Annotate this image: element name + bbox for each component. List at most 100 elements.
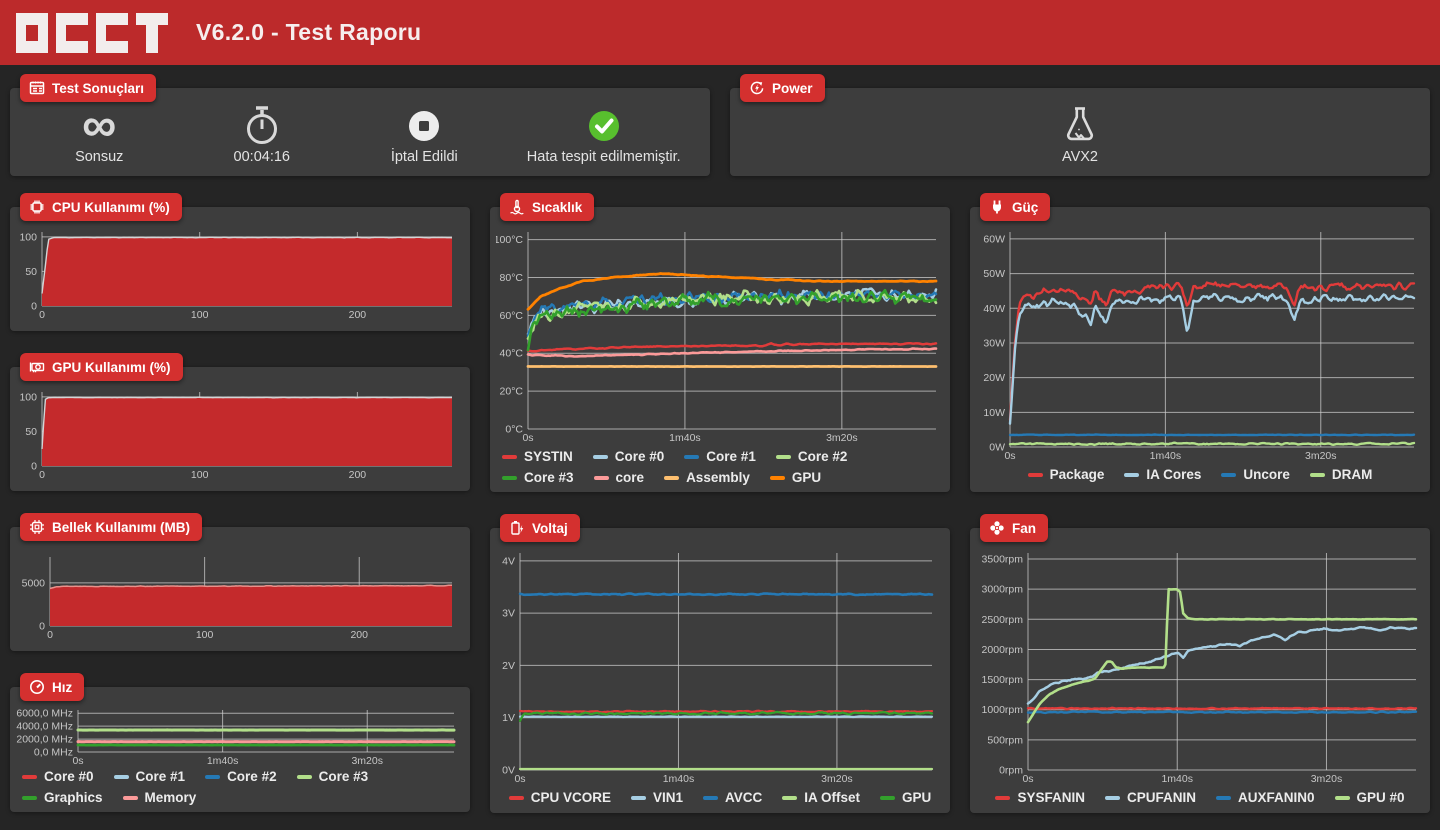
legend-item: Core #3 bbox=[502, 468, 574, 488]
cpu-icon bbox=[30, 200, 44, 214]
legend-label: CPU VCORE bbox=[530, 790, 611, 805]
cpu-usage-badge: CPU Kullanımı (%) bbox=[20, 193, 182, 221]
memory-usage-panel: Bellek Kullanımı (MB) 0 5000 0 100 200 bbox=[10, 513, 470, 651]
legend-swatch bbox=[1124, 473, 1140, 477]
result-label: Sonsuz bbox=[75, 149, 124, 165]
svg-text:0s: 0s bbox=[1004, 450, 1015, 462]
memory-icon-badge: Bellek Kullanımı (MB) bbox=[20, 513, 203, 541]
svg-text:0s: 0s bbox=[522, 432, 533, 444]
temperature-legend: SYSTIN Core #0 Core #1 Core #2 Core #3 core As… bbox=[496, 445, 944, 488]
result-label: Hata tespit edilmemiştir. bbox=[526, 149, 681, 165]
badge-label: Power bbox=[772, 80, 813, 96]
svg-text:0: 0 bbox=[31, 461, 37, 473]
voltage-panel: Voltaj 0V 1V 2V 3V 4V 0s 1m40s 3m20s CPU VCORE V… bbox=[490, 514, 950, 813]
svg-text:3m20s: 3m20s bbox=[351, 755, 383, 765]
svg-text:0: 0 bbox=[39, 309, 45, 321]
badge-label: Test Sonuçları bbox=[52, 80, 145, 96]
legend-label: IA Cores bbox=[1146, 467, 1202, 482]
svg-text:0s: 0s bbox=[514, 773, 525, 785]
legend-label: GPU bbox=[791, 470, 822, 485]
svg-text:3500rpm: 3500rpm bbox=[982, 554, 1024, 566]
legend-label: SYSFANIN bbox=[1017, 790, 1085, 805]
result-errors: Hata tespit edilmemiştir. bbox=[527, 105, 681, 165]
power-chart[interactable]: 0W 10W 20W 30W 40W 50W 60W 0s 1m40s 3m20s bbox=[976, 227, 1424, 463]
legend-item: Package bbox=[1027, 465, 1105, 485]
svg-text:200: 200 bbox=[349, 469, 367, 481]
legend-label: DRAM bbox=[1331, 467, 1373, 482]
legend-swatch bbox=[702, 796, 718, 800]
svg-text:0°C: 0°C bbox=[505, 424, 523, 436]
legend-label: Core #3 bbox=[524, 470, 574, 485]
legend-swatch bbox=[1027, 473, 1043, 477]
result-label: AVX2 bbox=[1061, 149, 1098, 165]
svg-text:30W: 30W bbox=[983, 337, 1005, 349]
fan-chart[interactable]: 0rpm 500rpm 1000rpm 1500rpm 2000rpm 2500rpm 30… bbox=[976, 548, 1424, 786]
result-label: İptal Edildi bbox=[390, 149, 458, 165]
svg-text:40W: 40W bbox=[983, 303, 1005, 315]
legend-swatch bbox=[508, 796, 524, 800]
temperature-chart[interactable]: 0°C 20°C 40°C 60°C 80°C 100°C 0s 1m40s 3m20s bbox=[496, 227, 944, 445]
result-elapsed-time: 00:04:16 bbox=[202, 105, 322, 165]
badge-label: Güç bbox=[1012, 199, 1039, 215]
svg-text:5000: 5000 bbox=[22, 577, 46, 589]
legend-label: CPUFANIN bbox=[1126, 790, 1196, 805]
legend-label: Core #0 bbox=[44, 769, 94, 784]
legend-label: Package bbox=[1049, 467, 1105, 482]
cpu-usage-chart[interactable]: 0 50 100 0 100 200 bbox=[16, 227, 464, 323]
svg-text:3V: 3V bbox=[502, 608, 515, 620]
voltage-badge: Voltaj bbox=[500, 514, 580, 542]
power-cycle-icon bbox=[750, 81, 764, 95]
power-panel: Power AVX2 bbox=[730, 74, 1430, 176]
speed-legend: Core #0 Core #1 Core #2 Core #3 Graphics Memo… bbox=[16, 765, 464, 808]
power-badge: Power bbox=[740, 74, 825, 102]
infinity-icon: ∞ bbox=[82, 99, 117, 152]
battery-bolt-icon bbox=[511, 521, 524, 535]
svg-text:1000rpm: 1000rpm bbox=[982, 704, 1024, 716]
flask-icon bbox=[1066, 107, 1094, 141]
svg-text:0s: 0s bbox=[72, 755, 83, 765]
svg-text:0rpm: 0rpm bbox=[999, 765, 1023, 777]
legend-swatch bbox=[880, 796, 896, 800]
memory-usage-chart[interactable]: 0 5000 0 100 200 bbox=[16, 547, 464, 643]
fan-panel: Fan 0rpm 500rpm 1000rpm 1500rpm 2000rpm 2500r… bbox=[970, 514, 1430, 813]
gpu-usage-chart[interactable]: 0 50 100 0 100 200 bbox=[16, 387, 464, 483]
legend-item: Uncore bbox=[1221, 465, 1290, 485]
legend-swatch bbox=[502, 476, 517, 480]
result-status: İptal Edildi bbox=[364, 105, 484, 165]
svg-text:3000rpm: 3000rpm bbox=[982, 584, 1024, 596]
occt-logo-icon bbox=[16, 12, 168, 53]
cpu-usage-panel: CPU Kullanımı (%) 0 50 100 0 100 200 bbox=[10, 193, 470, 331]
badge-label: Fan bbox=[1012, 520, 1037, 536]
svg-text:1V: 1V bbox=[502, 712, 515, 724]
voltage-chart[interactable]: 0V 1V 2V 3V 4V 0s 1m40s 3m20s bbox=[496, 548, 944, 786]
badge-label: Bellek Kullanımı (MB) bbox=[52, 519, 191, 535]
svg-text:0W: 0W bbox=[989, 442, 1005, 454]
svg-text:50: 50 bbox=[25, 426, 37, 438]
legend-item: SYSTIN bbox=[502, 447, 573, 467]
svg-text:0: 0 bbox=[39, 469, 45, 481]
fan-legend: SYSFANIN CPUFANIN AUXFANIN0 GPU #0 bbox=[976, 786, 1424, 808]
legend-swatch bbox=[684, 455, 700, 459]
temperature-panel: Sıcaklık 0°C 20°C 40°C 60°C 80°C 100°C 0s 1m40s… bbox=[490, 193, 950, 492]
legend-swatch bbox=[630, 796, 646, 800]
legend-item: AVCC bbox=[702, 788, 762, 808]
legend-label: Core #2 bbox=[797, 449, 848, 464]
svg-text:0s: 0s bbox=[1022, 773, 1033, 785]
svg-text:20°C: 20°C bbox=[500, 386, 524, 398]
legend-item: CPUFANIN bbox=[1104, 788, 1196, 808]
legend-swatch bbox=[122, 796, 138, 800]
legend-swatch bbox=[782, 796, 798, 800]
svg-text:60°C: 60°C bbox=[500, 310, 524, 322]
legend-label: Core #2 bbox=[227, 769, 277, 784]
legend-label: VIN1 bbox=[652, 790, 683, 805]
legend-swatch bbox=[995, 796, 1011, 800]
svg-text:2V: 2V bbox=[502, 660, 515, 672]
legend-swatch bbox=[205, 775, 221, 779]
svg-text:100: 100 bbox=[191, 469, 209, 481]
legend-label: GPU #0 bbox=[1356, 790, 1405, 805]
page-title: V6.2.0 - Test Raporu bbox=[196, 19, 422, 45]
legend-item: core bbox=[593, 468, 644, 488]
legend-swatch bbox=[1334, 796, 1350, 800]
svg-text:40°C: 40°C bbox=[500, 348, 524, 360]
